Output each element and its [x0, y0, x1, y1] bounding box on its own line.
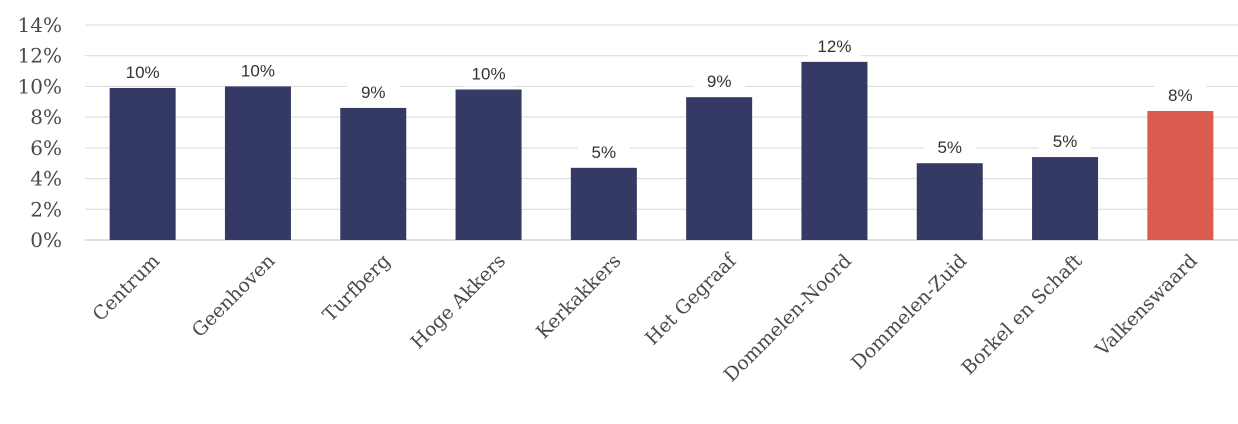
category-label: Kerkakkers: [532, 250, 625, 343]
data-label: 5%: [1053, 132, 1078, 151]
category-label: Borkel en Schaft: [957, 250, 1086, 379]
y-tick-label: 8%: [30, 105, 62, 129]
data-label-background: [693, 68, 746, 95]
data-labels: 10% 10% 9% 10% 5% 9% 12% 5% 5% 8%: [116, 32, 1207, 165]
category-labels: Centrum Geenhoven Turfberg Hoge Akkers Kerka…: [89, 249, 1202, 387]
bar-dommelen-noord: [801, 61, 868, 240]
data-label: 10%: [241, 61, 275, 80]
bar-turfberg: [340, 107, 407, 240]
y-tick-label: 4%: [30, 167, 62, 191]
y-tick-label: 6%: [30, 136, 62, 160]
data-label-background: [231, 57, 284, 84]
category-label: Geenhoven: [188, 250, 280, 342]
data-label: 12%: [817, 37, 851, 56]
category-label: Hoge Akkers: [407, 250, 510, 353]
category-label: Het Gegraaf: [641, 249, 742, 350]
bar-centrum: [109, 87, 176, 240]
data-label-background: [1154, 82, 1207, 108]
data-label-background: [347, 78, 400, 105]
bar-borkel-en-schaft: [1032, 157, 1099, 240]
category-label: Turfberg: [319, 250, 395, 326]
bars: [109, 61, 1214, 240]
bar-dommelen-zuid: [916, 163, 983, 240]
bar-hoge-akkers: [455, 89, 522, 240]
bar-geenhoven: [224, 86, 291, 240]
y-axis-ticks: 0% 2% 4% 6% 8% 10% 12% 14%: [18, 13, 62, 252]
data-label: 8%: [1168, 86, 1193, 105]
data-label-background: [808, 32, 861, 59]
y-tick-label: 10%: [18, 74, 62, 98]
y-tick-label: 12%: [18, 44, 62, 68]
bar-kerkakkers: [570, 167, 637, 240]
data-label: 5%: [592, 143, 617, 162]
data-label-background: [116, 58, 169, 85]
bar-het-gegraaf: [686, 97, 753, 240]
data-label-background: [1039, 128, 1092, 155]
data-label: 9%: [361, 83, 386, 102]
data-label-background: [577, 138, 630, 165]
data-label: 5%: [937, 138, 962, 157]
category-label: Dommelen-Noord: [720, 250, 856, 386]
category-label: Dommelen-Zuid: [847, 250, 971, 374]
y-tick-label: 14%: [18, 13, 62, 37]
data-label: 10%: [126, 63, 160, 82]
y-tick-label: 2%: [30, 197, 62, 221]
data-label-background: [923, 134, 976, 161]
category-label: Valkenswaard: [1091, 250, 1202, 361]
bar-valkenswaard: [1147, 111, 1214, 240]
data-label-background: [462, 60, 515, 87]
data-label: 9%: [707, 72, 732, 91]
y-tick-label: 0%: [30, 228, 62, 252]
category-label: Centrum: [89, 250, 165, 326]
data-label: 10%: [472, 65, 506, 84]
